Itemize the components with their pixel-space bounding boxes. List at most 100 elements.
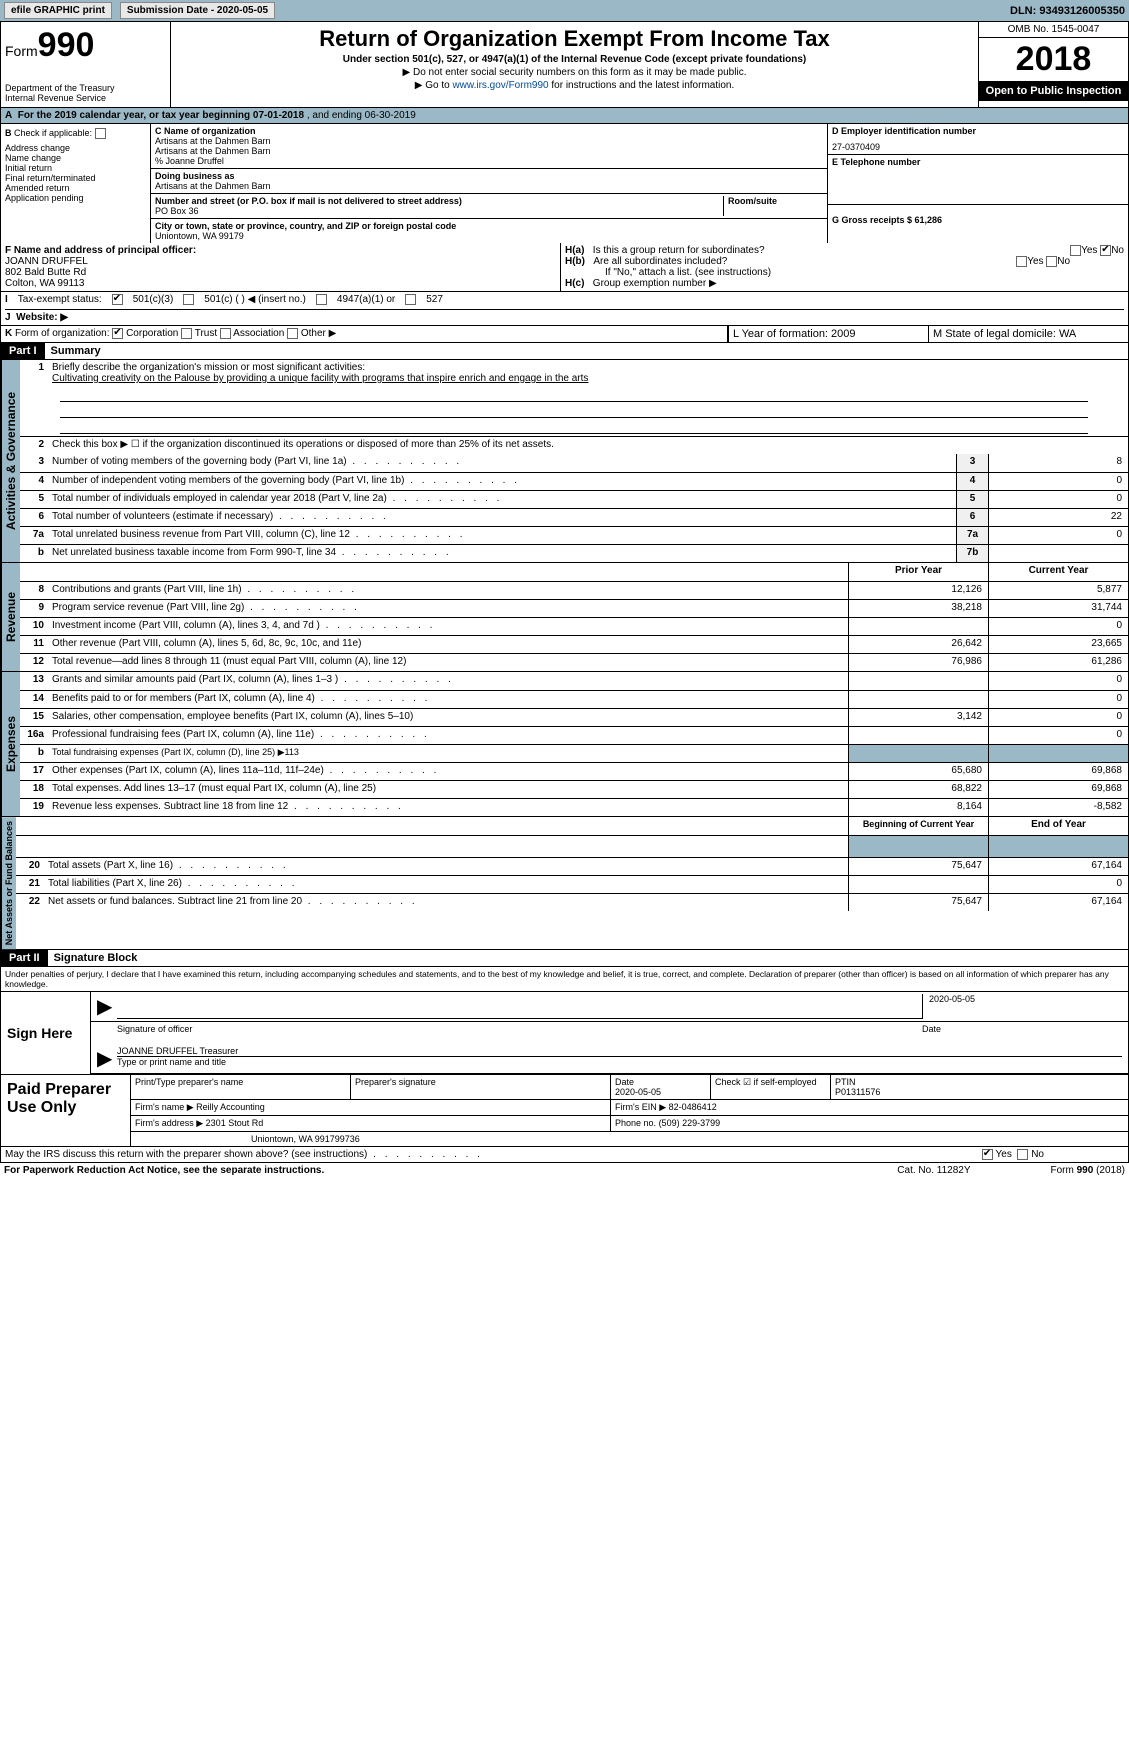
ein-label: D Employer identification number [832, 126, 1124, 136]
p17: 65,680 [848, 763, 988, 780]
l3: Number of voting members of the governin… [48, 454, 956, 472]
p9: 38,218 [848, 600, 988, 617]
exp-tab: Expenses [1, 672, 20, 816]
org-name1: Artisans at the Dahmen Barn [155, 136, 823, 146]
l16b: Total fundraising expenses (Part IX, col… [48, 745, 848, 762]
chk-amended[interactable]: Amended return [5, 183, 146, 193]
hb-label: H(b) [565, 256, 585, 267]
b-check-label: Check if applicable: [14, 128, 92, 138]
c10: 0 [988, 618, 1128, 635]
ha-no-chk[interactable] [1100, 245, 1111, 256]
f-label: F Name and address of principal officer: [5, 245, 196, 256]
b-label: B [5, 128, 12, 138]
4947-chk[interactable] [316, 294, 327, 305]
b20: 75,647 [848, 858, 988, 875]
gov-section: Activities & Governance 1Briefly describ… [0, 360, 1129, 563]
hb-no-chk[interactable] [1046, 256, 1057, 267]
l22: Net assets or fund balances. Subtract li… [44, 894, 848, 911]
527-chk[interactable] [405, 294, 416, 305]
sign-here: Sign Here ▶ 2020-05-05 Signature of offi… [0, 992, 1129, 1075]
l6: Total number of volunteers (estimate if … [48, 509, 956, 526]
l12: Total revenue—add lines 8 through 11 (mu… [48, 654, 848, 671]
trust-chk[interactable] [181, 328, 192, 339]
mission: Cultivating creativity on the Palouse by… [52, 373, 588, 384]
officer-addr2: Colton, WA 99113 [5, 278, 556, 289]
gross-receipts: G Gross receipts $ 61,286 [832, 215, 942, 225]
prior-head: Prior Year [848, 563, 988, 581]
b21 [848, 876, 988, 893]
no2: No [1057, 256, 1070, 267]
discuss-no-chk[interactable] [1017, 1149, 1028, 1160]
part1-num: Part I [1, 343, 45, 359]
note-ssn: ▶ Do not enter social security numbers o… [181, 67, 968, 78]
row-a: A For the 2019 calendar year, or tax yea… [0, 108, 1129, 124]
chk-initial[interactable]: Initial return [5, 163, 146, 173]
a-label: A [5, 110, 12, 121]
c19: -8,582 [988, 799, 1128, 816]
prep-date-h: Date [615, 1077, 634, 1087]
p19: 8,164 [848, 799, 988, 816]
pending: Application pending [5, 193, 84, 203]
l18: Total expenses. Add lines 13–17 (must eq… [48, 781, 848, 798]
state-domicile: M State of legal domicile: WA [928, 326, 1128, 342]
addr-change: Address change [5, 143, 70, 153]
chk-generic[interactable] [95, 128, 106, 139]
discuss-txt: May the IRS discuss this return with the… [5, 1149, 483, 1160]
rev-section: Revenue Prior YearCurrent Year 8Contribu… [0, 563, 1129, 672]
chk-final[interactable]: Final return/terminated [5, 173, 146, 183]
a-ending: , and ending 06-30-2019 [307, 110, 416, 121]
form-subtitle: Under section 501(c), 527, or 4947(a)(1)… [181, 54, 968, 65]
501c3-chk[interactable] [112, 294, 123, 305]
p12: 76,986 [848, 654, 988, 671]
v5: 0 [988, 491, 1128, 508]
501c-chk[interactable] [183, 294, 194, 305]
name-change: Name change [5, 153, 61, 163]
print-name-label: Type or print name and title [117, 1057, 1122, 1067]
yes2: Yes [1027, 256, 1043, 267]
phone: (509) 229-3799 [659, 1118, 721, 1128]
end-head: End of Year [988, 817, 1128, 835]
room-label: Room/suite [728, 196, 823, 206]
c9: 31,744 [988, 600, 1128, 617]
c15: 0 [988, 709, 1128, 726]
hc-text: Group exemption number ▶ [593, 278, 717, 289]
exp-section: Expenses 13Grants and similar amounts pa… [0, 672, 1129, 817]
chk-addr[interactable]: Address change [5, 143, 146, 153]
501c: 501(c) ( ) ◀ (insert no.) [204, 294, 306, 305]
dba-name: Artisans at the Dahmen Barn [155, 181, 823, 191]
tax-status-row: I Tax-exempt status: 501(c)(3) 501(c) ( … [0, 292, 1129, 326]
e21: 0 [988, 876, 1128, 893]
ha-yes-chk[interactable] [1070, 245, 1081, 256]
l4: Number of independent voting members of … [48, 473, 956, 490]
assoc-chk[interactable] [220, 328, 231, 339]
phone-label: E Telephone number [832, 157, 1124, 167]
discuss-yes-chk[interactable] [982, 1149, 993, 1160]
a-text: For the 2019 calendar year, or tax year … [18, 110, 304, 121]
other-chk[interactable] [287, 328, 298, 339]
corp-chk[interactable] [112, 328, 123, 339]
p18: 68,822 [848, 781, 988, 798]
part1-title: Summary [45, 343, 107, 359]
firm-addr2: Uniontown, WA 991799736 [131, 1132, 1128, 1146]
firm-addr1: 2301 Stout Rd [206, 1118, 264, 1128]
discuss-no: No [1031, 1149, 1044, 1160]
l5: Total number of individuals employed in … [48, 491, 956, 508]
p16a [848, 727, 988, 744]
l19: Revenue less expenses. Subtract line 18 … [48, 799, 848, 816]
ein: 27-0370409 [832, 142, 1124, 152]
p11: 26,642 [848, 636, 988, 653]
open-public: Open to Public Inspection [979, 81, 1128, 101]
ul2 [60, 404, 1088, 418]
chk-name[interactable]: Name change [5, 153, 146, 163]
irs-link[interactable]: www.irs.gov/Form990 [452, 80, 548, 91]
chk-pending[interactable]: Application pending [5, 193, 146, 203]
topbar: efile GRAPHIC print Submission Date - 20… [0, 0, 1129, 21]
note-link: ▶ Go to www.irs.gov/Form990 for instruct… [181, 80, 968, 91]
v6: 22 [988, 509, 1128, 526]
efile-btn[interactable]: efile GRAPHIC print [4, 2, 112, 19]
paid-preparer: Paid Preparer Use Only Print/Type prepar… [0, 1075, 1129, 1147]
hb-yes-chk[interactable] [1016, 256, 1027, 267]
p16b-shade [848, 745, 988, 762]
c8: 5,877 [988, 582, 1128, 599]
c16b-shade [988, 745, 1128, 762]
